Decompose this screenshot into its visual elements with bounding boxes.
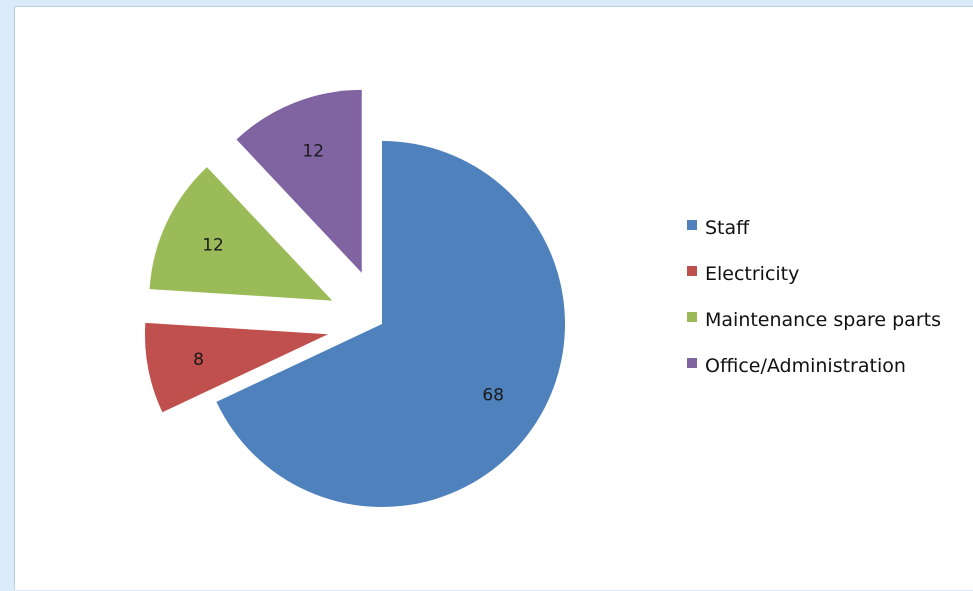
pie-slice-electricity — [144, 322, 328, 413]
data-label-staff: 68 — [482, 386, 504, 406]
legend-item-office-administration: Office/Administration — [687, 355, 906, 377]
pie-slice-office-administration — [236, 89, 362, 273]
pie-chart: 68 8 12 12 Staff Electricity Maintenance spar… — [144, 89, 941, 507]
legend-item-electricity: Electricity — [687, 263, 799, 285]
chart-area: 68 8 12 12 Staff Electricity Maintenance spar… — [14, 6, 973, 590]
pie-data-labels: 68 8 12 12 — [193, 141, 504, 405]
legend-swatch — [687, 312, 697, 322]
legend-item-maintenance-spare-parts: Maintenance spare parts — [687, 309, 941, 331]
legend-label: Office/Administration — [705, 355, 906, 377]
data-label-electricity: 8 — [193, 350, 204, 370]
legend-label: Maintenance spare parts — [705, 309, 941, 331]
legend-label: Staff — [705, 217, 750, 239]
legend-swatch — [687, 358, 697, 368]
pie-slice-staff — [216, 141, 566, 507]
legend-item-staff: Staff — [687, 217, 750, 239]
legend-swatch — [687, 220, 697, 230]
data-label-maintenance-spare-parts: 12 — [202, 235, 224, 255]
pie-slice-maintenance-spare-parts — [149, 167, 333, 301]
legend-swatch — [687, 266, 697, 276]
legend-label: Electricity — [705, 263, 799, 285]
data-label-office-administration: 12 — [302, 141, 324, 161]
legend: Staff Electricity Maintenance spare parts O… — [687, 217, 941, 377]
pie-slices — [144, 89, 566, 507]
